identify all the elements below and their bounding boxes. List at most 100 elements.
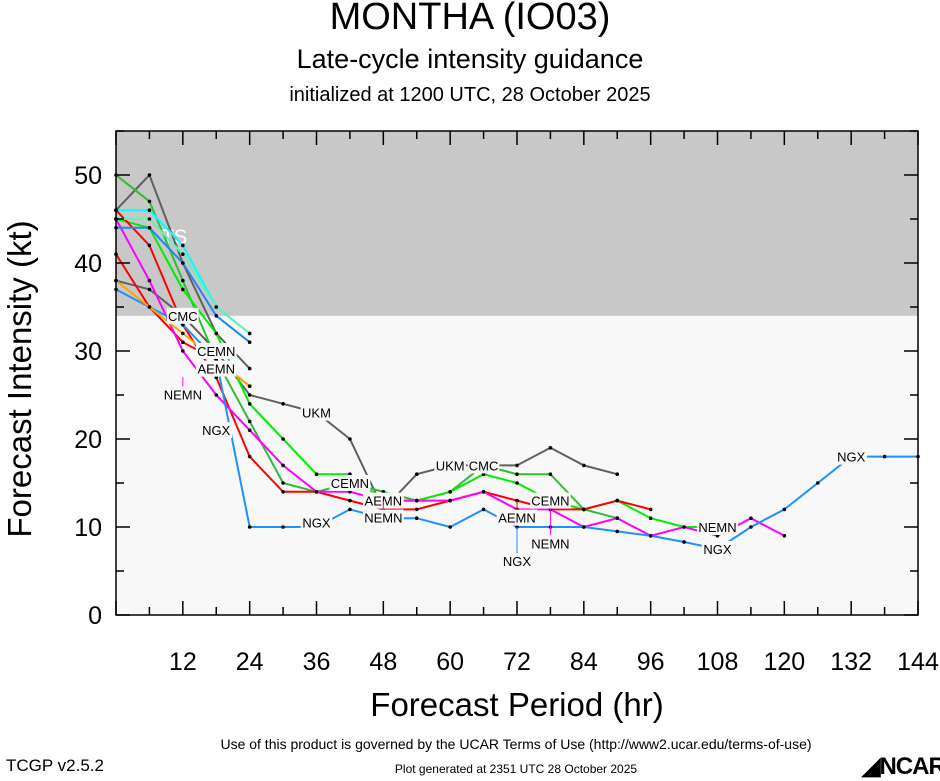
data-point: [181, 331, 185, 336]
model-label: UKM: [436, 458, 465, 473]
y-tick-label: 50: [74, 162, 102, 190]
model-label: NGX: [503, 554, 532, 569]
terms-of-use-text: Use of this product is governed by the U…: [220, 736, 812, 752]
data-point: [615, 498, 620, 503]
model-label: CEMN: [197, 344, 235, 359]
data-point: [181, 252, 185, 256]
x-tick-label: 24: [236, 648, 264, 676]
data-point: [582, 507, 586, 512]
model-label: NGX: [202, 423, 231, 438]
model-label: AEMN: [197, 362, 235, 377]
data-point: [281, 437, 285, 441]
label-background: [300, 514, 333, 531]
data-point: [147, 173, 152, 177]
data-point: [181, 243, 185, 248]
data-point: [181, 278, 185, 283]
model-label: CMC: [168, 309, 198, 324]
data-point: [548, 446, 553, 450]
ncar-logo: ◢NCAR: [862, 753, 940, 780]
data-point: [749, 516, 753, 520]
version-label: TCGP v2.5.2: [6, 756, 104, 775]
data-point: [281, 463, 285, 468]
label-background: [501, 553, 533, 569]
data-point: [214, 305, 219, 309]
data-point: [147, 208, 152, 212]
data-point: [181, 349, 185, 353]
x-tick-label: 96: [637, 648, 665, 676]
data-point: [247, 428, 252, 433]
data-point: [181, 340, 185, 345]
data-point: [147, 287, 152, 292]
label-background: [167, 307, 199, 324]
data-point: [247, 393, 252, 397]
x-tick-label: 60: [436, 648, 464, 676]
data-point: [181, 287, 185, 292]
data-point: [882, 454, 887, 459]
label-background: [162, 386, 204, 403]
model-labels: UKMUKMCMCCMCCEMNCEMNCEMNAEMNAEMNAEMNNEMN…: [162, 307, 867, 569]
label-background: [362, 509, 404, 526]
model-label: UKM: [302, 406, 331, 421]
data-point: [448, 498, 452, 503]
y-tick-label: 40: [74, 250, 102, 278]
model-label: NEMN: [531, 536, 569, 551]
data-point: [414, 516, 419, 520]
data-point: [214, 314, 219, 318]
data-point: [414, 498, 419, 503]
label-background: [701, 541, 734, 557]
data-point: [648, 516, 653, 520]
data-point: [147, 243, 152, 248]
data-point: [348, 507, 352, 512]
data-point: [615, 472, 620, 477]
y-axis-label: Forecast Intensity (kt): [1, 220, 38, 538]
model-label: NGX: [837, 450, 866, 465]
data-point: [548, 472, 553, 477]
data-point: [247, 384, 252, 389]
data-point: [281, 481, 285, 485]
model-label: CEMN: [531, 494, 569, 509]
data-point: [348, 437, 352, 441]
label-background: [200, 422, 233, 439]
label-background: [530, 492, 571, 509]
x-tick-label: 108: [697, 648, 739, 676]
data-point: [314, 490, 319, 494]
model-label: NGX: [302, 516, 331, 531]
data-point: [181, 261, 185, 265]
x-tick-label: 144: [897, 648, 939, 676]
data-point: [147, 226, 152, 230]
y-tick-label: 20: [74, 426, 102, 454]
label-background: [530, 535, 571, 552]
data-point: [214, 393, 219, 397]
data-point: [749, 525, 753, 529]
initialization-time: initialized at 1200 UTC, 28 October 2025: [289, 84, 651, 106]
data-point: [247, 419, 252, 424]
model-label: NEMN: [364, 511, 402, 526]
data-point: [782, 534, 787, 538]
data-point: [247, 454, 252, 459]
data-point: [247, 525, 252, 529]
tropical-storm-region: [116, 131, 918, 316]
model-label: CEMN: [331, 476, 369, 491]
label-background: [496, 509, 538, 526]
label-background: [195, 360, 237, 377]
x-tick-label: 12: [169, 648, 197, 676]
data-point: [281, 402, 285, 406]
data-point: [615, 529, 620, 534]
y-tick-label: 0: [88, 602, 102, 630]
data-point: [147, 278, 152, 283]
data-point: [682, 540, 686, 544]
data-point: [314, 472, 319, 477]
data-point: [214, 331, 219, 336]
data-point: [481, 507, 486, 512]
label-background: [195, 343, 237, 359]
data-point: [414, 472, 419, 477]
model-label: NEMN: [698, 520, 736, 535]
data-point: [582, 525, 586, 529]
model-label: AEMN: [498, 511, 536, 526]
label-background: [434, 457, 466, 474]
model-label: NGX: [703, 542, 732, 557]
data-point: [515, 472, 519, 477]
data-point: [648, 507, 653, 512]
data-point: [247, 402, 252, 406]
